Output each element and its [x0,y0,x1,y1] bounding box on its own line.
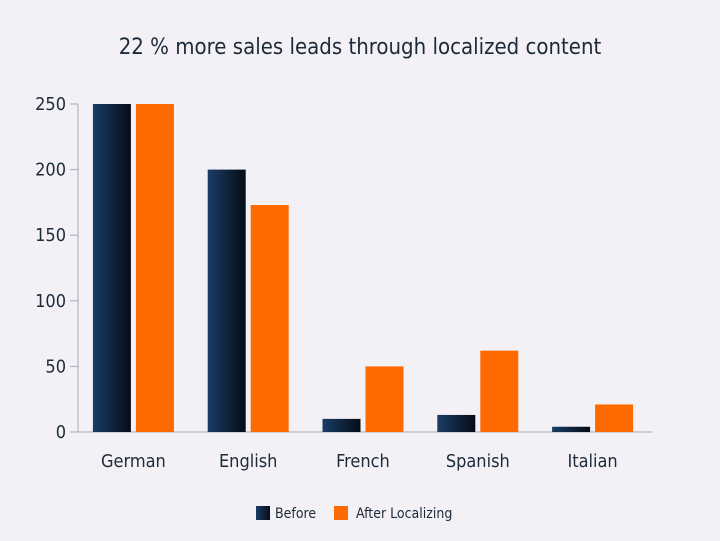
bar-after-localizing-english [250,205,289,432]
legend-swatch-0 [256,506,270,520]
bar-before-french [322,418,361,432]
bar-after-localizing-spanish [480,350,519,432]
legend-label-1: After Localizing [356,506,452,522]
y-tick-label: 250 [35,94,66,115]
legend: Before After Localizing [256,506,452,522]
y-tick-label: 0 [56,422,66,443]
x-tick-label: English [219,451,277,472]
bar-after-localizing-german [135,104,174,432]
y-tick-label: 50 [45,356,66,377]
bar-before-spanish [437,414,476,432]
bars [92,104,634,432]
axes: 0 50 100 150 200 250 German English French Spanis… [35,94,652,472]
x-tick-label: German [101,451,166,472]
bar-before-german [92,104,131,432]
y-tick-label: 100 [35,291,66,312]
y-tick-label: 150 [35,225,66,246]
y-tick-label: 200 [35,160,66,181]
chart-title: 22 % more sales leads through localized … [119,35,602,60]
bar-before-italian [552,426,591,432]
bar-after-localizing-french [365,366,404,432]
x-tick-label: Spanish [446,451,510,472]
x-tick-label: French [336,451,390,472]
bar-before-english [207,169,246,432]
x-tick-label: Italian [567,451,617,472]
legend-label-0: Before [275,506,316,522]
legend-swatch-1 [334,506,348,520]
bar-after-localizing-italian [595,404,634,432]
